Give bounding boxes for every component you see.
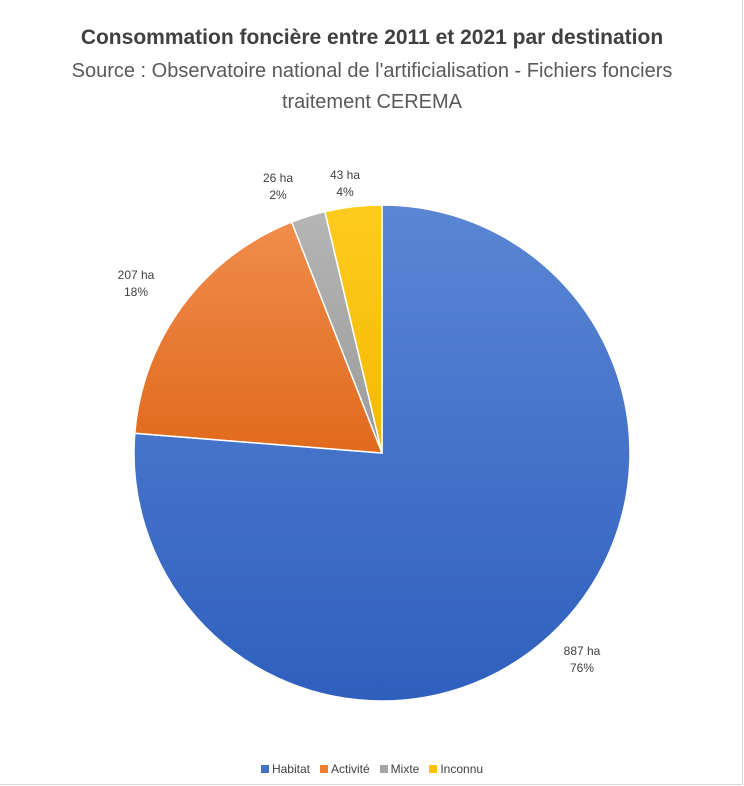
chart-legend: Habitat Activité Mixte Inconnu [0,762,744,776]
legend-item-activit: Activité [319,762,370,776]
chart-title: Consommation foncière entre 2011 et 2021… [80,26,664,49]
data-label-value: 26 ha [263,171,293,185]
legend-item-inconnu: Inconnu [429,762,483,776]
legend-item-mixte: Mixte [379,762,420,776]
legend-label: Mixte [390,762,420,776]
chart-subtitle-line-1: Source : Observatoire national de l'arti… [71,60,673,82]
legend-label: Activité [330,762,370,776]
legend-swatch [429,765,438,773]
chart-subtitle-line-2: traitement CEREMA [281,91,463,113]
data-label-value: 887 ha [564,644,601,658]
legend-label: Inconnu [440,762,484,776]
pie-slice-inconnu [324,204,383,454]
data-label-percent: 2% [269,188,287,202]
data-label-percent: 4% [336,185,354,199]
data-label-percent: 18% [124,285,148,299]
data-label-percent: 76% [570,661,594,675]
legend-item-habitat: Habitat [260,762,310,776]
legend-swatch [379,765,388,773]
pie-slice-activit [133,221,384,454]
legend-swatch [319,765,328,773]
legend-swatch [260,765,269,773]
data-label-value: 207 ha [118,268,155,282]
data-label-value: 43 ha [330,168,360,182]
legend-label: Habitat [271,762,310,776]
